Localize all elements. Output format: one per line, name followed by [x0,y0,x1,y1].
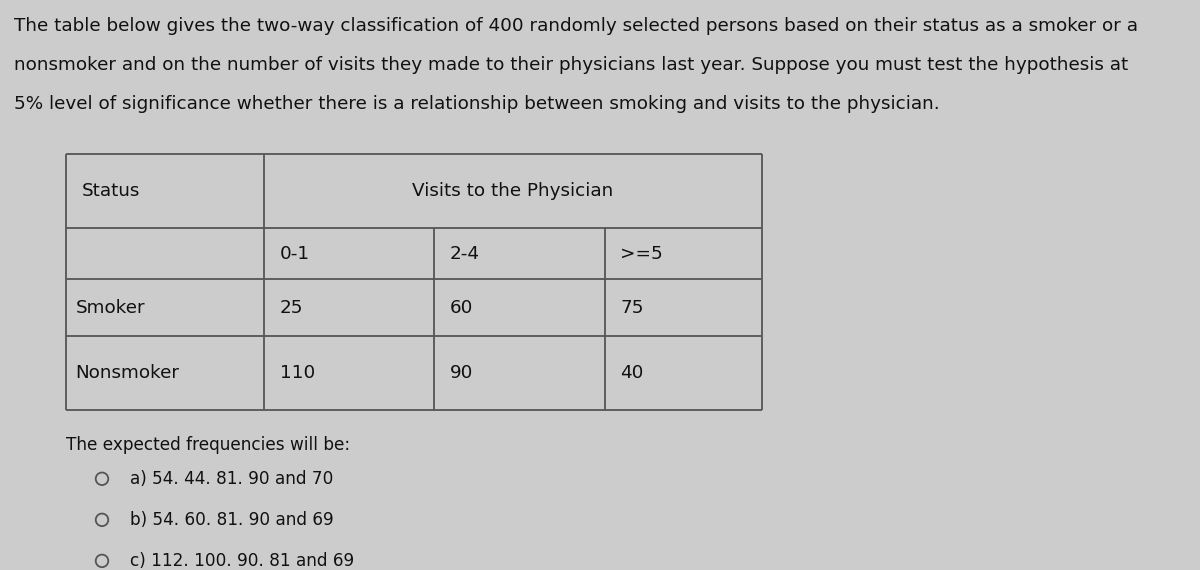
Text: 90: 90 [450,364,473,382]
Text: Visits to the Physician: Visits to the Physician [413,182,613,200]
Text: 60: 60 [450,299,473,317]
Text: 75: 75 [620,299,644,317]
Text: 110: 110 [280,364,314,382]
Text: 0-1: 0-1 [280,245,310,263]
Text: >=5: >=5 [620,245,664,263]
Text: Nonsmoker: Nonsmoker [76,364,180,382]
Text: Status: Status [82,182,140,200]
Text: a) 54. 44. 81. 90 and 70: a) 54. 44. 81. 90 and 70 [130,470,332,488]
Text: 5% level of significance whether there is a relationship between smoking and vis: 5% level of significance whether there i… [14,95,940,113]
Text: b) 54. 60. 81. 90 and 69: b) 54. 60. 81. 90 and 69 [130,511,334,529]
Text: 25: 25 [280,299,304,317]
Text: 2-4: 2-4 [450,245,480,263]
Text: c) 112. 100. 90. 81 and 69: c) 112. 100. 90. 81 and 69 [130,552,354,570]
Text: 40: 40 [620,364,643,382]
Bar [66,154,762,410]
Text: The expected frequencies will be:: The expected frequencies will be: [66,436,350,454]
Text: nonsmoker and on the number of visits they made to their physicians last year. S: nonsmoker and on the number of visits th… [14,56,1129,74]
Text: The table below gives the two-way classification of 400 randomly selected person: The table below gives the two-way classi… [14,17,1139,35]
Text: Smoker: Smoker [76,299,145,317]
